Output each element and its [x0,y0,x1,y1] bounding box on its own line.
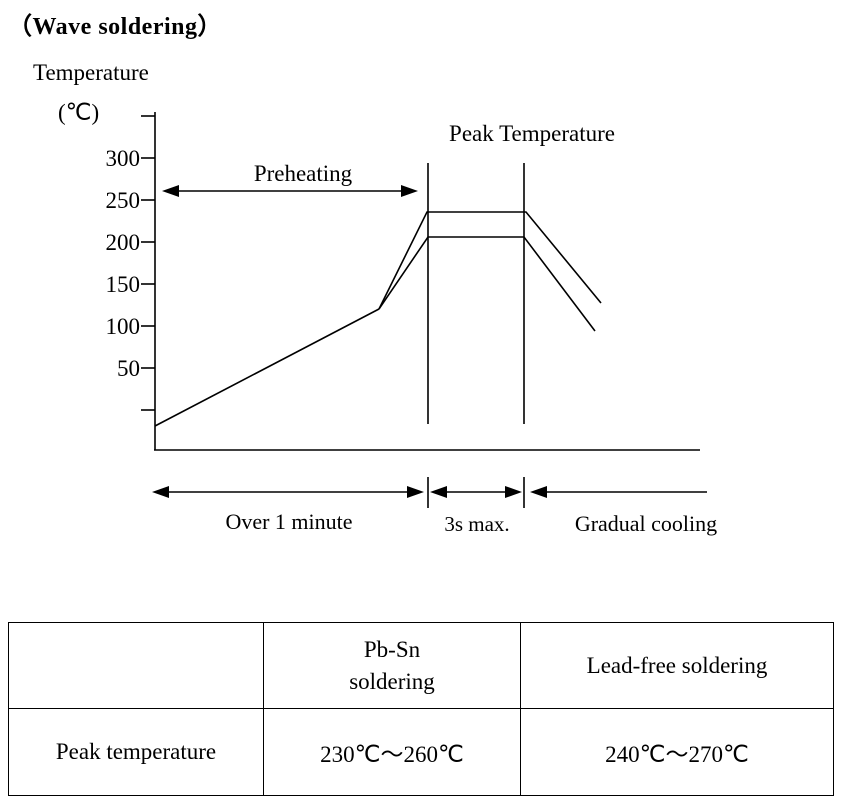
header-cell-pb-sn: Pb-Sn soldering [263,622,521,709]
arrowhead-right [401,185,418,197]
arrowhead-right [407,486,424,498]
peak-temperature-label: Peak Temperature [449,121,615,146]
preheating-label: Preheating [254,161,353,186]
arrowhead-right [505,486,522,498]
y-tick-label: 200 [106,230,141,255]
arrowhead-left [152,486,169,498]
arrowhead-left [430,486,447,498]
y-axis-title: Temperature [33,60,149,85]
header-cell-empty [8,622,264,709]
y-tick-label: 150 [106,272,141,297]
preheating-arrow [162,185,418,197]
value-lead-free: 240℃～270℃ [520,708,834,796]
profile-lower-line [378,236,596,332]
gradual-cooling-label: Gradual cooling [575,511,717,536]
peak-temperature-table: Pb-Sn soldering Lead-free soldering Peak… [8,622,834,796]
figure-title: （Wave soldering） [8,14,223,40]
profile-upper-line [378,211,602,310]
peak-duration-arrow [430,486,522,498]
gradual-cooling-arrow [530,486,707,498]
y-tick-labels: 300 250 200 150 100 50 [106,146,141,381]
y-tick-label: 250 [106,188,141,213]
over-1-minute-arrow [152,486,424,498]
row-label-peak-temperature: Peak temperature [8,708,264,796]
temperature-profile-chart: Temperature (℃) 300 250 200 150 100 50 P… [33,60,717,536]
header-cell-lead-free: Lead-free soldering [520,622,834,709]
arrowhead-left [530,486,547,498]
y-axis-unit: (℃) [58,100,99,125]
table-row: Peak temperature 230℃～260℃ 240℃～270℃ [8,708,834,796]
3s-max-label: 3s max. [444,512,509,536]
y-tick-label: 100 [106,314,141,339]
y-tick-label: 300 [106,146,141,171]
table-header-row: Pb-Sn soldering Lead-free soldering [8,622,834,709]
y-axis-ticks [141,115,155,411]
over-1-minute-label: Over 1 minute [225,509,352,534]
profile-rise-line [154,308,380,427]
arrowhead-left [162,185,179,197]
value-pb-sn: 230℃～260℃ [263,708,521,796]
y-tick-label: 50 [117,356,140,381]
